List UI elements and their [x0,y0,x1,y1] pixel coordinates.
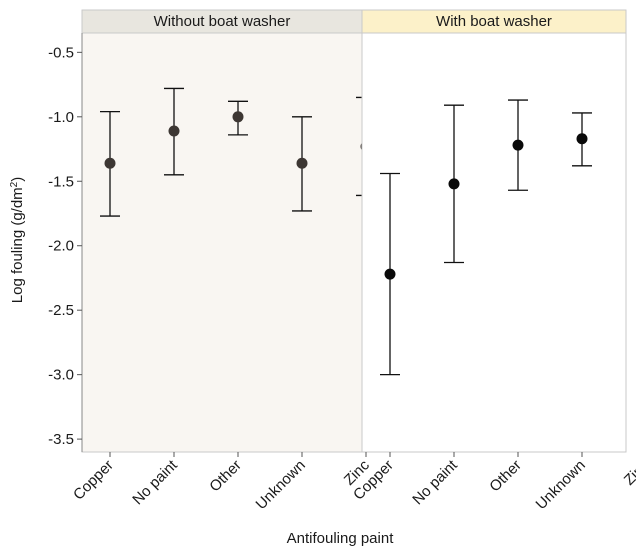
y-tick-label: -3.0 [48,367,74,384]
panel-background [82,33,362,452]
error-bar-copper [100,110,120,217]
mean-point [384,268,396,280]
mean-point [232,111,244,123]
x-axis-title: Antifouling paint [287,530,395,547]
mean-point [168,125,180,137]
x-tick-label: Other [486,457,525,496]
error-bar-no-paint [444,104,464,264]
error-bar-other [508,99,528,191]
mean-point [448,178,460,190]
panel-title: Without boat washer [154,13,291,30]
y-axis-title-tail: ) [9,177,26,182]
y-tick-label: -1.5 [48,173,74,190]
panel-1: Without boat washer [81,9,376,453]
mean-point [104,157,116,169]
x-tick-label: Zinc [621,456,636,488]
panel-border [361,32,627,453]
y-axis: -0.5 -1.0 -1.5 -2.0 -2.5 -3.0 -3.5 [48,33,83,452]
error-bar-unknown [572,112,592,167]
mean-point [576,133,588,145]
y-tick-label: -2.5 [48,302,74,319]
x-tick-label: No paint [129,456,181,508]
y-axis-title-main: Log fouling (g/dm [9,187,26,303]
panel-2: With boat washer [361,9,627,453]
panel-background [362,33,626,452]
x-tick-label: Unknown [533,457,589,513]
error-bar-other [228,100,248,136]
x-tick-label: Other [206,457,245,496]
x-tick-label: Unknown [253,457,309,513]
y-axis-title: Log fouling (g/dm2) [9,177,27,303]
error-bar-copper [380,172,400,376]
panel-title: With boat washer [436,13,552,30]
y-tick-label: -1.0 [48,109,74,126]
x-tick-label: Copper [70,457,117,504]
mean-point [512,139,524,151]
mean-point [296,157,308,169]
y-tick-label: -0.5 [48,44,74,61]
error-bar-unknown [292,116,312,212]
x-tick-label: No paint [409,456,461,508]
y-axis-title-superscript: 2 [9,181,20,187]
y-tick-label: -2.0 [48,238,74,255]
y-tick-label: -3.5 [48,431,74,448]
error-bar-no-paint [164,87,184,176]
panels-layer: Without boat washer With boat washer [81,9,627,453]
